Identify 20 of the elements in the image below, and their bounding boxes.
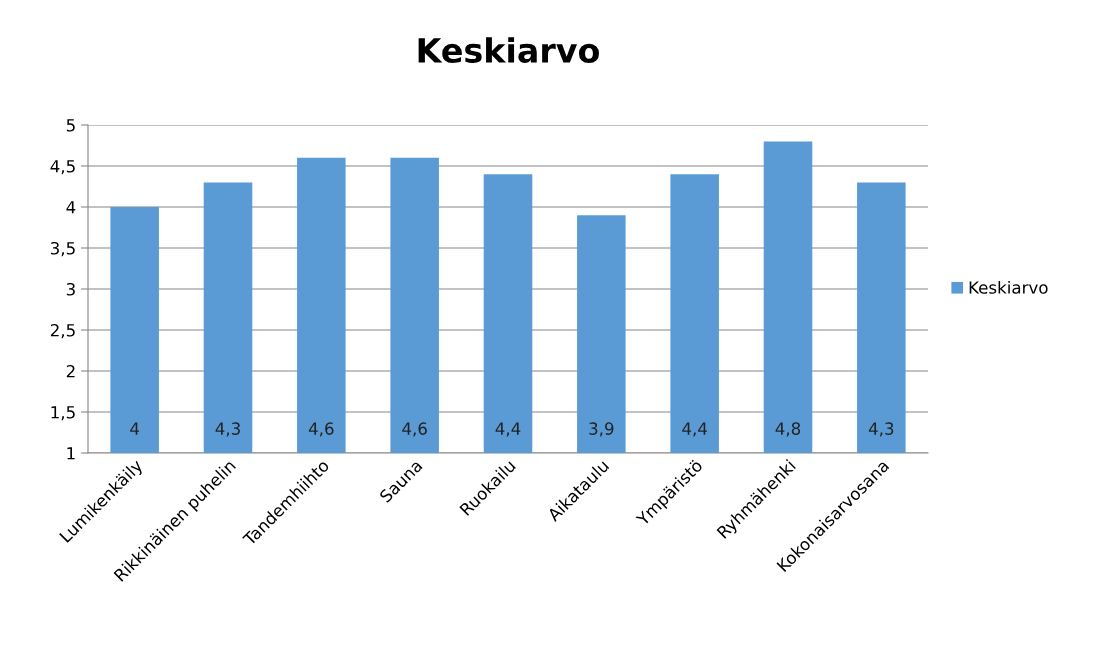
y-tick-label: 2 bbox=[66, 364, 75, 378]
data-label: 4,8 bbox=[775, 422, 801, 437]
y-tick-label: 2,5 bbox=[50, 323, 75, 339]
y-tick-label: 5 bbox=[66, 119, 75, 132]
data-label: 4,6 bbox=[308, 422, 334, 437]
y-tick-label: 3 bbox=[66, 282, 75, 296]
data-label: 4 bbox=[130, 422, 140, 435]
y-tick-label: 4 bbox=[66, 201, 76, 214]
legend-label: Keskiarvo bbox=[969, 280, 1048, 294]
chart-title: Keskiarvo bbox=[418, 37, 599, 63]
y-tick-label: 1,5 bbox=[51, 406, 75, 421]
y-tick-label: 3,5 bbox=[50, 241, 75, 257]
data-label: 3,9 bbox=[589, 422, 614, 437]
data-label: 4,3 bbox=[868, 422, 894, 437]
data-label: 4,4 bbox=[495, 422, 521, 437]
y-tick-label: 1 bbox=[67, 447, 75, 460]
data-label: 4,6 bbox=[402, 422, 427, 437]
data-label: 4,4 bbox=[682, 422, 707, 437]
data-label: 4,3 bbox=[215, 422, 240, 437]
y-tick-label: 4,5 bbox=[50, 160, 75, 175]
